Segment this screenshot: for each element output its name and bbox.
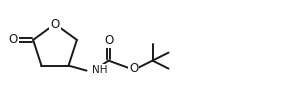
Text: O: O [104,34,113,47]
Text: NH: NH [92,65,107,75]
Text: O: O [129,62,138,75]
Text: O: O [50,17,60,30]
Text: O: O [8,33,18,46]
